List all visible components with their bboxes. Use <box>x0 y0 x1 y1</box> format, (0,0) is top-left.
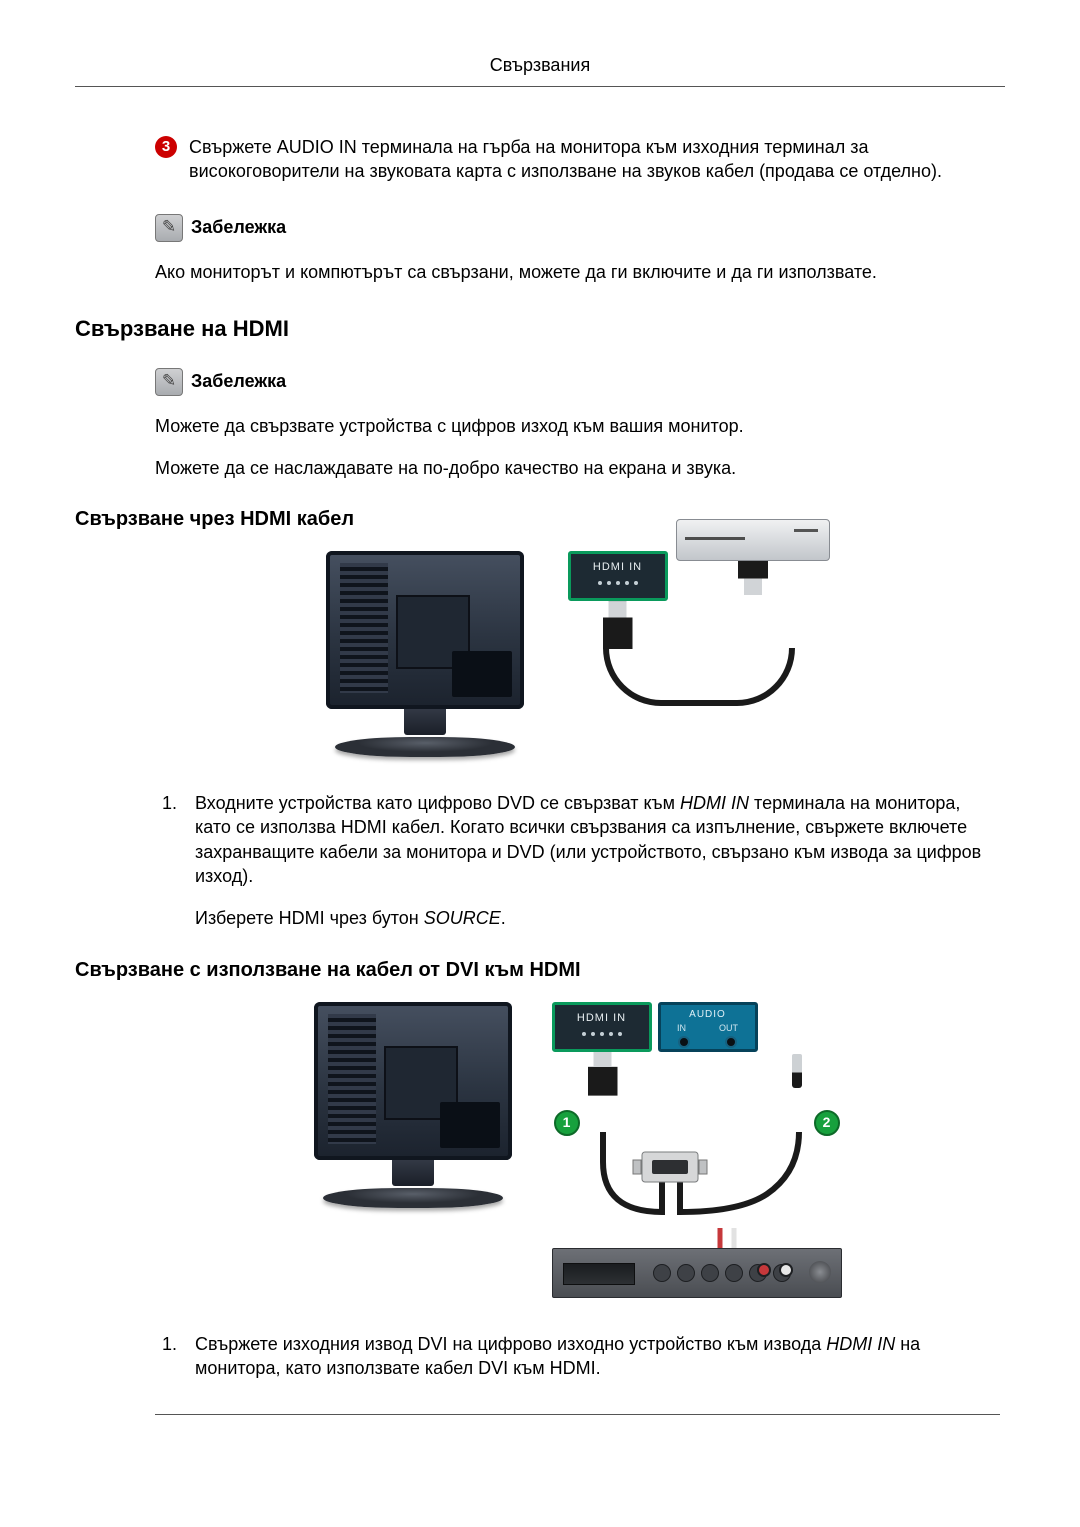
cable-paths-svg <box>552 1132 842 1252</box>
ordered-item-text: Входните устройства като цифрово DVD се … <box>195 791 1000 930</box>
audio-out-label: OUT <box>719 1022 738 1034</box>
note-text-1: Ако мониторът и компютърът са свързани, … <box>155 260 1000 284</box>
hdmi-p2: Можете да се наслаждавате на по-добро ка… <box>155 456 1000 480</box>
content-body: 3 Свържете AUDIO IN терминала на гърба н… <box>155 135 1000 1415</box>
hdmi-plug-icon <box>588 1052 618 1096</box>
note-block-1: ✎ Забележка <box>155 214 1000 242</box>
audio-port-card: AUDIO IN OUT <box>658 1002 758 1052</box>
hdmi-p1: Можете да свързвате устройства с цифров … <box>155 414 1000 438</box>
step-text: Свържете AUDIO IN терминала на гърба на … <box>189 135 1000 184</box>
ol1-hdmi-in-italic: HDMI IN <box>680 793 749 813</box>
ordered-item-1-dvi: 1. Свържете изходния извод DVI на цифров… <box>155 1332 1000 1381</box>
ol1b-run2: . <box>501 908 506 928</box>
audio-minijack-icon <box>792 1054 802 1088</box>
audio-in-label: IN <box>677 1022 686 1034</box>
note-pencil-icon: ✎ <box>155 214 183 242</box>
digital-output-device-illustration <box>552 1248 842 1298</box>
note-label: Забележка <box>191 369 286 393</box>
hdmi-in-port: HDMI IN <box>552 1002 652 1052</box>
dvi-ol1-run1: Свържете изходния извод DVI на цифрово и… <box>195 1334 826 1354</box>
dvd-player-illustration <box>676 519 830 561</box>
page-header-title: Свързвания <box>75 55 1005 87</box>
ordered-item-1: 1. Входните устройства като цифрово DVD … <box>155 791 1000 930</box>
hdmi-in-port: HDMI IN <box>568 551 668 601</box>
ol1b-run1: Изберете HDMI чрез бутон <box>195 908 424 928</box>
ordered-item-text: Свържете изходния извод DVI на цифрово и… <box>195 1332 1000 1381</box>
figure-dvi-hdmi: HDMI IN AUDIO IN OUT <box>155 1002 1000 1298</box>
numbered-step-3: 3 Свържете AUDIO IN терминала на гърба н… <box>155 135 1000 184</box>
figure1-right-column: HDMI IN <box>568 551 830 706</box>
figure2-layout: HDMI IN AUDIO IN OUT <box>314 1002 842 1298</box>
figure2-right-column: HDMI IN AUDIO IN OUT <box>552 1002 842 1298</box>
section-hdmi-title: Свързване на HDMI <box>75 314 1000 344</box>
hdmi-in-port-label: HDMI IN <box>593 560 642 575</box>
document-page: Свързвания 3 Свържете AUDIO IN терминала… <box>0 0 1080 1475</box>
ordered-item-number: 1. <box>155 791 177 930</box>
note-pencil-icon: ✎ <box>155 368 183 396</box>
audio-card-header: AUDIO <box>661 1005 755 1022</box>
note-block-2: ✎ Забележка <box>155 368 1000 396</box>
hdmi-plug-icon <box>603 601 633 649</box>
monitor-rear-illustration <box>326 551 524 757</box>
footer-rule <box>155 1414 1000 1415</box>
step-number-badge: 3 <box>155 136 177 158</box>
callout-badge-2: 2 <box>814 1110 840 1136</box>
monitor-rear-illustration <box>314 1002 512 1208</box>
hdmi-cable-arc <box>603 648 795 706</box>
ol1-run1: Входните устройства като цифрово DVD се … <box>195 793 680 813</box>
ordered-item-number: 1. <box>155 1332 177 1381</box>
callout-badge-1: 1 <box>554 1110 580 1136</box>
ol1-select-hdmi: Изберете HDMI чрез бутон SOURCE. <box>195 906 1000 930</box>
ol1b-source-italic: SOURCE <box>424 908 501 928</box>
dvi-ol1-hdmi-in-italic: HDMI IN <box>826 1334 895 1354</box>
figure-hdmi-cable: HDMI IN <box>155 551 1000 757</box>
subsection-dvi-hdmi-title: Свързване с използване на кабел от DVI к… <box>75 957 1000 984</box>
subsection-hdmi-cable-title: Свързване чрез HDMI кабел <box>75 506 1000 533</box>
hdmi-in-port-label: HDMI IN <box>577 1011 626 1026</box>
figure1-layout: HDMI IN <box>326 551 830 757</box>
note-label: Забележка <box>191 215 286 239</box>
